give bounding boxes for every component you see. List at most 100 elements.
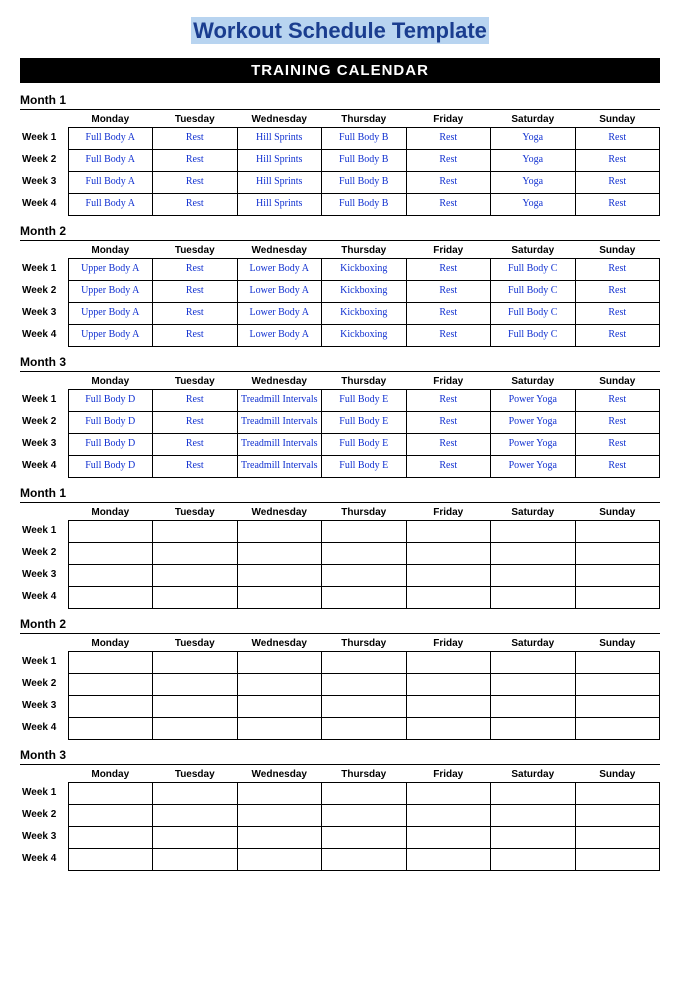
table-row: Week 3 <box>20 696 660 718</box>
workout-cell: Rest <box>406 194 491 216</box>
table-row: Week 4Full Body DRestTreadmill Intervals… <box>20 456 660 478</box>
workout-cell <box>406 805 491 827</box>
day-header: Friday <box>406 634 491 652</box>
day-header: Wednesday <box>237 634 322 652</box>
calendar-table: MondayTuesdayWednesdayThursdayFridaySatu… <box>20 110 660 216</box>
workout-cell <box>153 521 238 543</box>
workout-cell <box>575 565 660 587</box>
workout-cell: Yoga <box>491 172 576 194</box>
week-label: Week 4 <box>20 456 68 478</box>
workout-cell: Rest <box>575 390 660 412</box>
workout-cell <box>237 674 322 696</box>
workout-cell <box>153 587 238 609</box>
workout-cell <box>575 696 660 718</box>
workout-cell <box>575 521 660 543</box>
workout-cell <box>153 805 238 827</box>
table-row: Week 2Full Body ARestHill SprintsFull Bo… <box>20 150 660 172</box>
workout-cell <box>575 805 660 827</box>
week-label: Week 1 <box>20 783 68 805</box>
workout-cell: Rest <box>575 434 660 456</box>
day-header: Sunday <box>575 765 660 783</box>
table-row: Week 2Upper Body ARestLower Body AKickbo… <box>20 281 660 303</box>
table-row: Week 2 <box>20 543 660 565</box>
workout-cell <box>575 827 660 849</box>
day-header: Sunday <box>575 503 660 521</box>
day-header: Thursday <box>322 241 407 259</box>
workout-cell: Rest <box>153 412 238 434</box>
workout-cell <box>491 827 576 849</box>
day-header: Monday <box>68 634 153 652</box>
week-label: Week 2 <box>20 281 68 303</box>
workout-cell: Rest <box>153 128 238 150</box>
workout-cell <box>491 849 576 871</box>
workout-cell: Upper Body A <box>68 303 153 325</box>
month-block: Month 3MondayTuesdayWednesdayThursdayFri… <box>20 355 660 478</box>
table-row: Week 3 <box>20 827 660 849</box>
workout-cell <box>575 849 660 871</box>
workout-cell: Rest <box>153 434 238 456</box>
workout-cell: Full Body A <box>68 194 153 216</box>
workout-cell: Full Body C <box>491 281 576 303</box>
day-header: Thursday <box>322 503 407 521</box>
workout-cell <box>322 652 407 674</box>
month-block: Month 1MondayTuesdayWednesdayThursdayFri… <box>20 93 660 216</box>
workout-cell <box>406 696 491 718</box>
workout-cell: Rest <box>575 456 660 478</box>
workout-cell: Yoga <box>491 128 576 150</box>
workout-cell: Rest <box>406 128 491 150</box>
workout-cell: Full Body E <box>322 390 407 412</box>
month-block: Month 2MondayTuesdayWednesdayThursdayFri… <box>20 617 660 740</box>
day-header: Wednesday <box>237 241 322 259</box>
workout-cell <box>68 849 153 871</box>
months-container: Month 1MondayTuesdayWednesdayThursdayFri… <box>20 93 660 871</box>
workout-cell: Rest <box>153 303 238 325</box>
section-banner: TRAINING CALENDAR <box>20 58 660 83</box>
month-block: Month 2MondayTuesdayWednesdayThursdayFri… <box>20 224 660 347</box>
workout-cell: Rest <box>406 172 491 194</box>
day-header: Sunday <box>575 241 660 259</box>
workout-cell: Hill Sprints <box>237 194 322 216</box>
workout-cell <box>491 565 576 587</box>
workout-cell <box>322 849 407 871</box>
workout-cell <box>68 521 153 543</box>
workout-cell <box>491 587 576 609</box>
table-row: Week 1Full Body ARestHill SprintsFull Bo… <box>20 128 660 150</box>
workout-cell: Upper Body A <box>68 259 153 281</box>
workout-cell: Kickboxing <box>322 281 407 303</box>
day-header: Wednesday <box>237 765 322 783</box>
workout-cell: Hill Sprints <box>237 172 322 194</box>
workout-cell <box>237 783 322 805</box>
workout-cell <box>575 587 660 609</box>
week-label: Week 1 <box>20 390 68 412</box>
workout-cell <box>68 674 153 696</box>
workout-cell: Rest <box>153 325 238 347</box>
workout-cell <box>322 696 407 718</box>
week-label: Week 3 <box>20 565 68 587</box>
workout-cell: Full Body B <box>322 194 407 216</box>
table-row: Week 4 <box>20 587 660 609</box>
workout-cell: Upper Body A <box>68 325 153 347</box>
table-row: Week 4 <box>20 849 660 871</box>
workout-cell <box>406 718 491 740</box>
workout-cell <box>575 783 660 805</box>
day-header: Monday <box>68 241 153 259</box>
day-header: Saturday <box>491 110 576 128</box>
workout-cell: Full Body C <box>491 303 576 325</box>
header-blank <box>20 241 68 259</box>
workout-cell: Rest <box>406 259 491 281</box>
workout-cell: Full Body E <box>322 456 407 478</box>
workout-cell <box>491 805 576 827</box>
workout-cell: Rest <box>153 150 238 172</box>
workout-cell <box>153 674 238 696</box>
day-header: Friday <box>406 110 491 128</box>
workout-cell <box>237 805 322 827</box>
workout-cell: Power Yoga <box>491 434 576 456</box>
workout-cell <box>153 827 238 849</box>
day-header: Tuesday <box>153 765 238 783</box>
workout-cell: Full Body B <box>322 172 407 194</box>
workout-cell: Lower Body A <box>237 281 322 303</box>
workout-cell <box>322 674 407 696</box>
day-header: Saturday <box>491 241 576 259</box>
workout-cell <box>153 783 238 805</box>
workout-cell: Hill Sprints <box>237 128 322 150</box>
